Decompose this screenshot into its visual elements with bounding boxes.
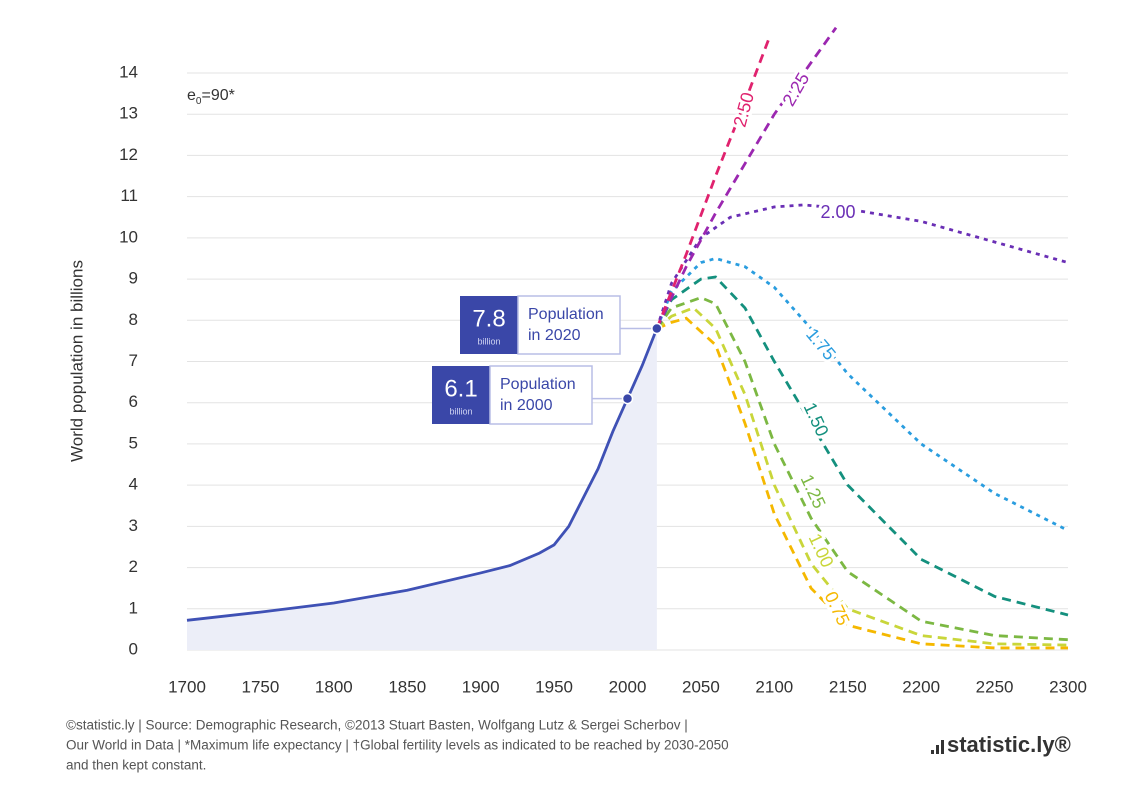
x-tick-label: 1800	[315, 677, 353, 696]
series-line	[655, 306, 1069, 647]
series-label: 2.00	[820, 202, 855, 222]
callout-text: Population	[500, 376, 576, 393]
series-line	[655, 296, 1069, 642]
source-line: and then kept constant.	[66, 758, 206, 773]
series-line	[655, 35, 772, 330]
y-tick-label: 8	[129, 310, 138, 329]
y-tick-label: 2	[129, 557, 138, 576]
y-tick-label: 11	[120, 186, 138, 205]
callout-text: in 2020	[528, 327, 581, 344]
y-tick-label: 14	[119, 62, 138, 81]
y-tick-label: 3	[129, 516, 138, 535]
y-tick-label: 1	[129, 598, 138, 617]
series-line	[655, 203, 1069, 329]
source-line: ©statistic.ly | Source: Demographic Rese…	[66, 718, 688, 733]
point	[651, 322, 663, 335]
x-tick-label: 2000	[609, 677, 647, 696]
note-sub: 0	[196, 96, 202, 107]
series-line	[655, 257, 1069, 532]
y-tick-label: 9	[129, 269, 138, 288]
callout-value: 6.1	[444, 375, 477, 402]
x-tick-label: 1950	[535, 677, 573, 696]
x-tick-label: 1850	[388, 677, 426, 696]
series-label: 1.50	[800, 399, 833, 439]
note: e0=90*	[187, 87, 235, 106]
logo: statistic.ly®	[931, 732, 1071, 757]
callout-text: in 2000	[500, 397, 553, 414]
logo-bar	[931, 750, 934, 754]
callout-value: 7.8	[472, 305, 505, 332]
point	[621, 392, 634, 405]
series-label: 1.25	[797, 471, 830, 511]
source-line: Our World in Data | *Maximum life expect…	[66, 738, 729, 753]
series-line	[655, 275, 1069, 617]
logo-bar	[941, 740, 944, 754]
x-tick-label: 2050	[682, 677, 720, 696]
y-tick-label: 4	[129, 475, 138, 494]
series-line	[656, 316, 1068, 650]
callout-text-box	[489, 365, 593, 425]
y-tick-label: 13	[119, 104, 138, 123]
logo-text: statistic.ly®	[947, 732, 1071, 757]
y-axis-label: World population in billions	[67, 260, 86, 462]
note-rest: =90*	[201, 87, 234, 104]
series-label: 2.25	[778, 69, 813, 109]
callout-text-box	[517, 295, 621, 355]
callout-unit: billion	[449, 406, 472, 416]
x-tick-label: 1750	[242, 677, 280, 696]
x-tick-label: 1700	[168, 677, 206, 696]
callout-text: Population	[528, 306, 604, 323]
x-tick-label: 2250	[976, 677, 1014, 696]
series-label: 2.50	[730, 90, 758, 129]
callout-value-box	[460, 296, 518, 354]
area	[187, 328, 657, 650]
x-tick-label: 2100	[755, 677, 793, 696]
y-tick-label: 6	[129, 392, 138, 411]
callout-unit: billion	[477, 336, 500, 346]
x-tick-label: 2150	[829, 677, 867, 696]
series-line	[655, 26, 838, 330]
y-tick-label: 5	[129, 433, 138, 452]
x-tick-label: 2300	[1049, 677, 1087, 696]
logo-bar	[936, 745, 939, 754]
series-label: 1.00	[805, 530, 838, 570]
note-base: e	[187, 87, 196, 104]
y-tick-label: 10	[119, 227, 138, 246]
y-tick-label: 0	[129, 639, 138, 658]
y-tick-label: 12	[119, 145, 138, 164]
callout-value-box	[432, 366, 490, 424]
y-tick-label: 7	[129, 351, 138, 370]
series-line	[186, 328, 659, 622]
x-tick-label: 2200	[902, 677, 940, 696]
x-tick-label: 1900	[462, 677, 500, 696]
